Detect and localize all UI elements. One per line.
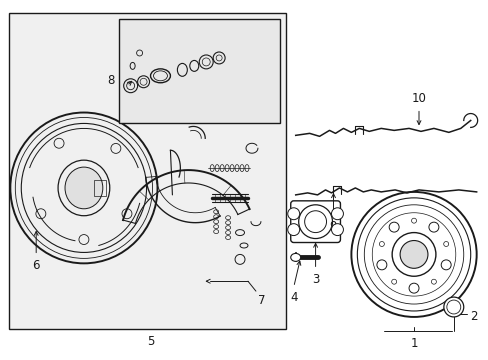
Circle shape xyxy=(440,260,450,270)
Text: 6: 6 xyxy=(32,260,40,273)
Circle shape xyxy=(443,242,448,247)
Text: 4: 4 xyxy=(289,291,297,304)
Circle shape xyxy=(376,260,386,270)
Text: 1: 1 xyxy=(409,337,417,350)
Bar xyxy=(119,19,279,123)
Circle shape xyxy=(287,208,299,220)
Text: 7: 7 xyxy=(257,294,265,307)
Bar xyxy=(9,13,285,329)
Text: 5: 5 xyxy=(146,335,154,348)
Circle shape xyxy=(331,224,343,235)
Circle shape xyxy=(430,279,435,284)
Circle shape xyxy=(408,283,418,293)
Text: 9: 9 xyxy=(329,220,337,233)
Circle shape xyxy=(287,224,299,235)
Bar xyxy=(94,180,105,196)
Text: 3: 3 xyxy=(311,273,319,286)
Text: 2: 2 xyxy=(469,310,476,323)
Circle shape xyxy=(411,218,416,223)
Circle shape xyxy=(443,297,463,317)
Circle shape xyxy=(331,208,343,220)
Ellipse shape xyxy=(290,253,300,261)
Circle shape xyxy=(399,240,427,268)
Text: 10: 10 xyxy=(411,91,426,105)
FancyBboxPatch shape xyxy=(290,201,340,243)
Circle shape xyxy=(388,222,398,232)
Text: 8: 8 xyxy=(107,74,115,87)
Ellipse shape xyxy=(65,167,102,209)
Circle shape xyxy=(428,222,438,232)
Circle shape xyxy=(379,242,384,247)
Circle shape xyxy=(391,279,396,284)
